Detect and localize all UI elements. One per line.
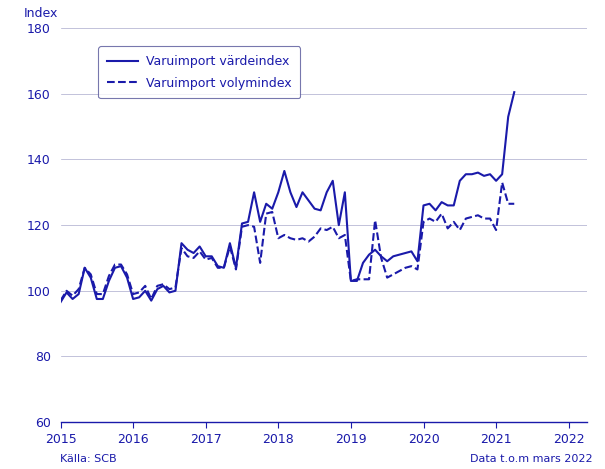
Varuimport volymindex bbox=[499, 180, 506, 185]
Varuimport volymindex bbox=[420, 219, 427, 225]
Varuimport volymindex bbox=[214, 265, 221, 271]
Varuimport värdeindex bbox=[99, 296, 106, 302]
Varuimport volymindex bbox=[347, 278, 355, 284]
Varuimport värdeindex bbox=[420, 203, 427, 208]
Varuimport volymindex bbox=[57, 298, 64, 303]
Varuimport värdeindex bbox=[359, 260, 367, 265]
Text: Källa: SCB: Källa: SCB bbox=[60, 454, 117, 464]
Legend: Varuimport värdeindex, Varuimport volymindex: Varuimport värdeindex, Varuimport volymi… bbox=[99, 46, 300, 98]
Varuimport värdeindex bbox=[57, 300, 64, 305]
Varuimport värdeindex bbox=[293, 204, 300, 210]
Varuimport värdeindex bbox=[511, 90, 518, 95]
Varuimport volymindex bbox=[293, 237, 300, 243]
Varuimport volymindex bbox=[359, 276, 367, 282]
Line: Varuimport värdeindex: Varuimport värdeindex bbox=[60, 92, 514, 303]
Varuimport volymindex bbox=[511, 201, 518, 206]
Line: Varuimport volymindex: Varuimport volymindex bbox=[60, 182, 514, 301]
Text: Data t.o.m mars 2022: Data t.o.m mars 2022 bbox=[470, 454, 593, 464]
Varuimport värdeindex bbox=[214, 264, 221, 269]
Text: Index: Index bbox=[24, 7, 58, 20]
Varuimport värdeindex bbox=[347, 278, 355, 284]
Varuimport volymindex bbox=[99, 291, 106, 297]
